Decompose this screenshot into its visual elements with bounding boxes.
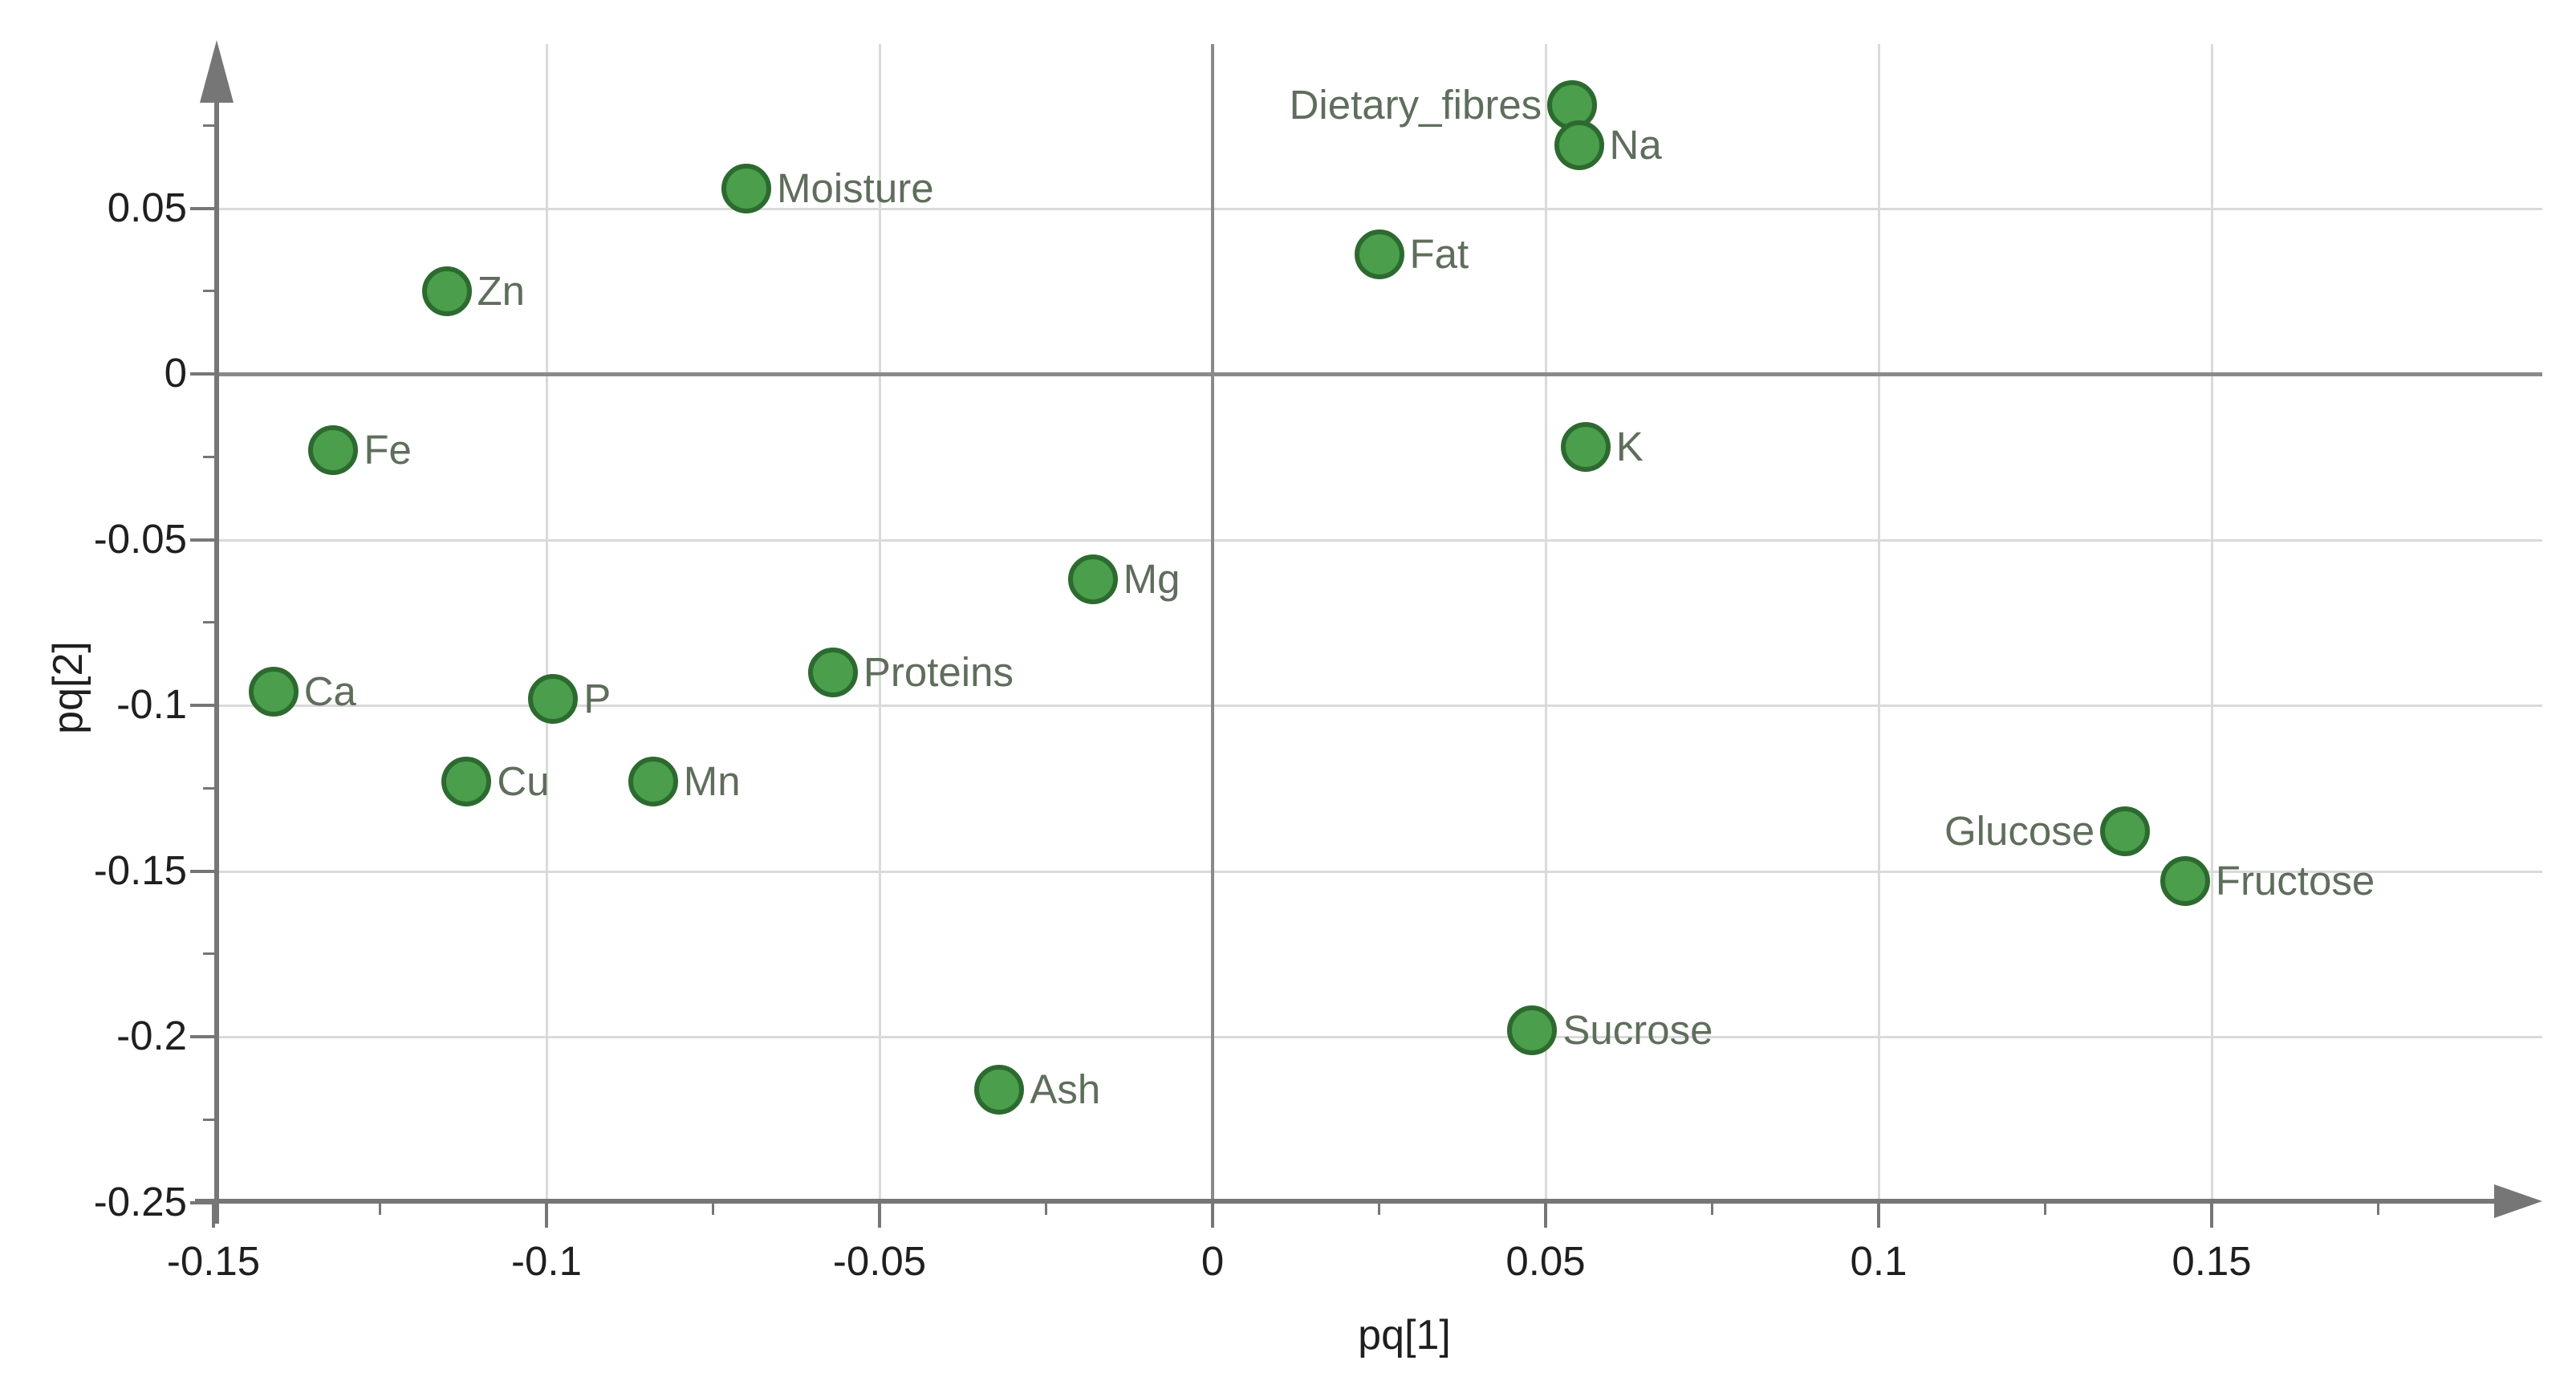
y-tick-label: 0.05 <box>107 184 187 230</box>
data-point-dot[interactable] <box>628 756 678 806</box>
x-major-tick <box>2210 1201 2213 1228</box>
y-minor-tick <box>203 124 217 127</box>
data-point-dot[interactable] <box>1067 554 1118 605</box>
data-point-label: Proteins <box>863 648 1014 695</box>
data-point-label: Sucrose <box>1562 1006 1713 1053</box>
data-point-label: Fat <box>1409 231 1469 278</box>
x-zero-line <box>1211 44 1214 1201</box>
y-minor-tick <box>203 1118 217 1121</box>
horizontal-gridline <box>217 705 2542 707</box>
x-axis-line <box>195 1199 2498 1204</box>
x-major-tick <box>1211 1201 1214 1228</box>
y-tick-label: -0.05 <box>93 515 187 562</box>
data-point-label: Zn <box>477 267 526 314</box>
data-point-label: Glucose <box>1944 807 2095 854</box>
x-minor-tick <box>1711 1201 1713 1215</box>
x-minor-tick <box>2044 1201 2046 1215</box>
y-axis-title: pq[2] <box>45 641 91 734</box>
y-major-tick <box>190 704 217 707</box>
data-point-dot[interactable] <box>441 756 492 806</box>
y-tick-label: -0.1 <box>116 681 187 727</box>
data-point-dot[interactable] <box>974 1065 1025 1115</box>
horizontal-gridline <box>217 538 2542 542</box>
data-point-label: Fe <box>364 426 412 473</box>
x-tick-label: 0.15 <box>2172 1238 2252 1284</box>
horizontal-gridline <box>217 870 2542 873</box>
y-major-tick <box>190 206 217 210</box>
x-minor-tick <box>712 1201 714 1215</box>
y-tick-label: -0.2 <box>116 1013 187 1058</box>
data-point-label: Ca <box>303 668 356 715</box>
y-axis-arrow-icon <box>200 40 234 103</box>
data-point-label: Na <box>1609 122 1662 169</box>
data-point-dot[interactable] <box>2100 806 2151 856</box>
data-point-label: Cu <box>497 757 550 804</box>
y-minor-tick <box>203 621 217 624</box>
y-minor-tick <box>203 290 217 293</box>
x-minor-tick <box>379 1201 381 1215</box>
y-major-tick <box>190 372 217 376</box>
vertical-gridline <box>546 44 548 1201</box>
y-tick-label: 0 <box>164 350 187 396</box>
y-major-tick <box>190 869 217 873</box>
x-tick-label: -0.05 <box>832 1238 927 1284</box>
data-point-dot[interactable] <box>807 647 858 697</box>
y-tick-label: -0.15 <box>93 847 187 893</box>
x-major-tick <box>878 1201 881 1228</box>
data-point-label: Ash <box>1030 1066 1101 1113</box>
x-axis-title: pq[1] <box>1358 1312 1451 1358</box>
x-tick-label: 0 <box>1201 1238 1225 1284</box>
x-minor-tick <box>2377 1201 2379 1215</box>
data-point-dot[interactable] <box>1560 421 1611 472</box>
x-axis-arrow-icon <box>2494 1184 2542 1218</box>
data-point-dot[interactable] <box>1354 229 1404 280</box>
data-point-dot[interactable] <box>721 163 771 213</box>
y-minor-tick <box>203 786 217 790</box>
x-major-tick <box>1877 1201 1880 1228</box>
x-major-tick <box>1544 1201 1547 1228</box>
y-major-tick <box>190 1200 217 1204</box>
data-point-dot[interactable] <box>2160 855 2210 906</box>
y-major-tick <box>190 538 217 542</box>
data-point-label: Mn <box>683 757 741 804</box>
y-minor-tick <box>203 455 217 458</box>
x-tick-label: 0.05 <box>1505 1238 1586 1284</box>
y-zero-line <box>217 372 2542 376</box>
x-tick-label: -0.1 <box>511 1238 582 1284</box>
data-point-label: P <box>583 675 611 721</box>
y-minor-tick <box>203 952 217 956</box>
data-point-dot[interactable] <box>248 667 299 717</box>
data-point-dot[interactable] <box>308 424 359 475</box>
horizontal-gridline <box>217 207 2542 210</box>
data-point-label: Moisture <box>777 164 934 211</box>
data-point-label: Dietary_fibres <box>1289 82 1542 128</box>
data-point-dot[interactable] <box>421 266 472 316</box>
x-tick-label: -0.15 <box>166 1238 261 1284</box>
x-major-tick <box>545 1201 548 1228</box>
x-major-tick <box>212 1201 215 1228</box>
y-major-tick <box>190 1035 217 1038</box>
y-axis-line <box>214 76 219 1224</box>
data-point-label: K <box>1615 423 1644 469</box>
vertical-gridline <box>1878 44 1880 1201</box>
data-point-dot[interactable] <box>1507 1005 1558 1055</box>
vertical-gridline <box>2211 44 2213 1201</box>
x-minor-tick <box>1045 1201 1047 1215</box>
x-minor-tick <box>1378 1201 1380 1215</box>
x-tick-label: 0.1 <box>1850 1238 1908 1284</box>
vertical-gridline <box>879 44 881 1201</box>
data-point-dot[interactable] <box>528 673 579 724</box>
vertical-gridline <box>1545 44 1547 1201</box>
horizontal-gridline <box>217 1036 2542 1038</box>
data-point-dot[interactable] <box>1554 120 1604 171</box>
y-tick-label: -0.25 <box>93 1178 187 1224</box>
data-point-label: Fructose <box>2215 857 2375 904</box>
data-point-label: Mg <box>1123 556 1180 603</box>
